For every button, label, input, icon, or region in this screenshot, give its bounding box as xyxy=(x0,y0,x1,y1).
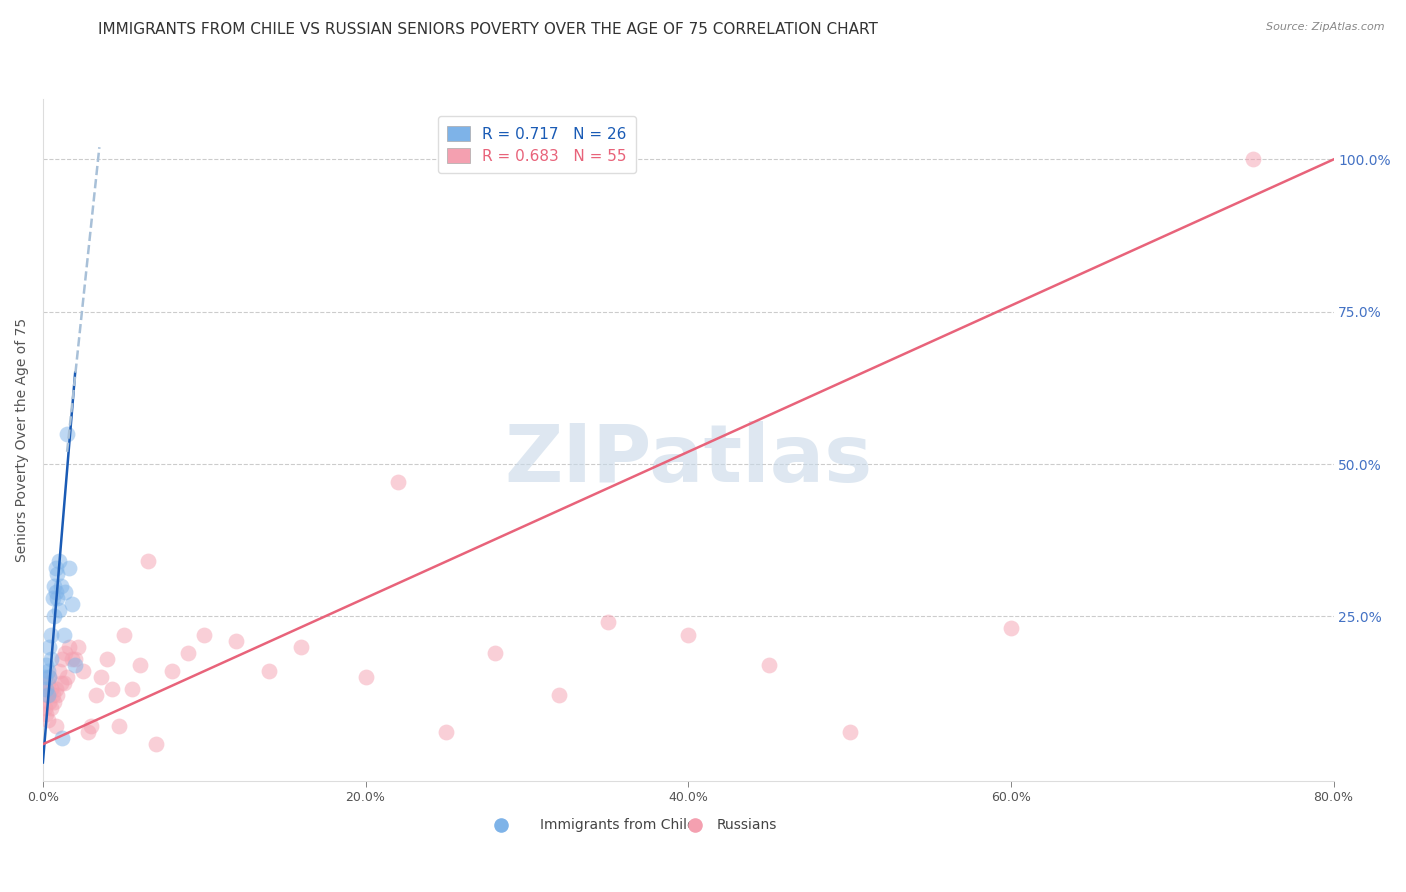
Point xyxy=(846,801,869,815)
Point xyxy=(96,652,118,666)
Point xyxy=(44,609,66,624)
Point xyxy=(484,646,506,660)
Point xyxy=(90,670,112,684)
Point xyxy=(41,591,63,605)
Point xyxy=(63,652,86,666)
Point xyxy=(45,719,67,733)
Point xyxy=(46,689,69,703)
Legend: R = 0.717   N = 26, R = 0.683   N = 55: R = 0.717 N = 26, R = 0.683 N = 55 xyxy=(437,116,636,173)
Point xyxy=(48,603,70,617)
Point xyxy=(596,615,619,630)
Text: ZIPatlas: ZIPatlas xyxy=(505,421,872,500)
Point xyxy=(44,695,66,709)
Point xyxy=(55,585,77,599)
Point xyxy=(225,633,247,648)
Point xyxy=(48,554,70,568)
Point xyxy=(34,700,56,714)
Point xyxy=(51,652,73,666)
Point xyxy=(60,652,83,666)
Point xyxy=(49,579,72,593)
Point xyxy=(387,475,409,490)
Point xyxy=(44,579,66,593)
Text: Russians: Russians xyxy=(717,818,778,832)
Y-axis label: Seniors Poverty Over the Age of 75: Seniors Poverty Over the Age of 75 xyxy=(15,318,30,562)
Point xyxy=(80,719,103,733)
Point xyxy=(56,426,79,441)
Point xyxy=(39,700,62,714)
Point xyxy=(60,597,83,611)
Point xyxy=(45,585,67,599)
Point xyxy=(38,695,60,709)
Text: Immigrants from Chile: Immigrants from Chile xyxy=(540,818,696,832)
Point xyxy=(177,646,200,660)
Point xyxy=(38,670,60,684)
Point xyxy=(55,646,77,660)
Point xyxy=(35,706,58,721)
Point xyxy=(67,640,90,654)
Point xyxy=(77,725,100,739)
Text: IMMIGRANTS FROM CHILE VS RUSSIAN SENIORS POVERTY OVER THE AGE OF 75 CORRELATION : IMMIGRANTS FROM CHILE VS RUSSIAN SENIORS… xyxy=(98,22,879,37)
Point xyxy=(434,725,457,739)
Point xyxy=(35,689,58,703)
Point xyxy=(38,640,60,654)
Point xyxy=(45,682,67,697)
Point xyxy=(63,658,86,673)
Point xyxy=(548,689,571,703)
Point xyxy=(1000,622,1022,636)
Point xyxy=(34,682,56,697)
Point xyxy=(145,737,167,751)
Point xyxy=(39,682,62,697)
Point xyxy=(58,640,80,654)
Point xyxy=(121,682,143,697)
Point xyxy=(128,658,150,673)
Point xyxy=(160,664,183,678)
Point xyxy=(46,591,69,605)
Point xyxy=(37,664,59,678)
Point xyxy=(107,719,129,733)
Point xyxy=(45,560,67,574)
Point xyxy=(37,689,59,703)
Text: Source: ZipAtlas.com: Source: ZipAtlas.com xyxy=(1267,22,1385,32)
Point xyxy=(34,670,56,684)
Point xyxy=(257,664,280,678)
Point xyxy=(38,670,60,684)
Point xyxy=(41,689,63,703)
Point xyxy=(72,664,94,678)
Point xyxy=(84,689,107,703)
Point xyxy=(51,731,73,745)
Point xyxy=(52,676,75,690)
Point xyxy=(39,652,62,666)
Point xyxy=(605,801,627,815)
Point xyxy=(46,566,69,581)
Point xyxy=(676,627,699,641)
Point xyxy=(35,658,58,673)
Point xyxy=(58,560,80,574)
Point xyxy=(758,658,780,673)
Point xyxy=(838,725,860,739)
Point xyxy=(37,676,59,690)
Point xyxy=(193,627,215,641)
Point xyxy=(52,627,75,641)
Point xyxy=(101,682,124,697)
Point xyxy=(56,670,79,684)
Point xyxy=(354,670,377,684)
Point xyxy=(48,664,70,678)
Point xyxy=(290,640,312,654)
Point xyxy=(35,682,58,697)
Point xyxy=(1241,153,1264,167)
Point xyxy=(136,554,159,568)
Point xyxy=(49,676,72,690)
Point xyxy=(112,627,135,641)
Point xyxy=(37,713,59,727)
Point xyxy=(39,627,62,641)
